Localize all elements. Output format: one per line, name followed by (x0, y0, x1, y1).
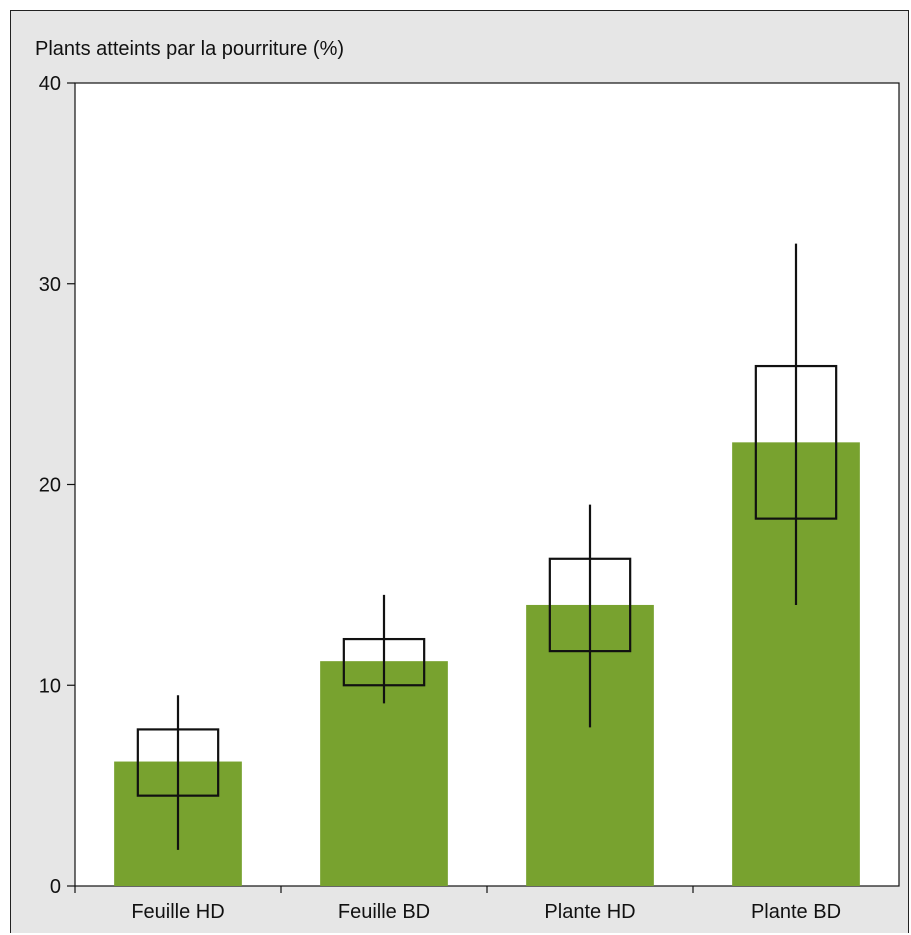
x-axis: Feuille HD Feuille BD Plante HD Plante BD (74, 886, 841, 923)
bar-chart: Plants atteints par la pourriture (%) 0 1… (35, 38, 900, 923)
y-axis: 0 10 20 30 40 (39, 73, 75, 898)
y-tick-label-40: 40 (39, 73, 61, 95)
y-tick-label-20: 20 (39, 475, 61, 497)
x-tick-label-feuille-hd: Feuille HD (131, 901, 224, 923)
y-tick-label-10: 10 (39, 675, 61, 697)
y-tick-label-30: 30 (39, 274, 61, 296)
x-tick-label-plante-hd: Plante HD (544, 901, 635, 923)
x-tick-label-feuille-bd: Feuille BD (338, 901, 430, 923)
bars-layer (114, 442, 860, 886)
chart-panel: Plants atteints par la pourriture (%) 0 1… (10, 10, 909, 933)
y-tick-label-0: 0 (50, 876, 61, 898)
x-tick-label-plante-bd: Plante BD (751, 901, 841, 923)
whiskers-layer (176, 243, 798, 850)
y-axis-title: Plants atteints par la pourriture (%) (35, 38, 344, 60)
